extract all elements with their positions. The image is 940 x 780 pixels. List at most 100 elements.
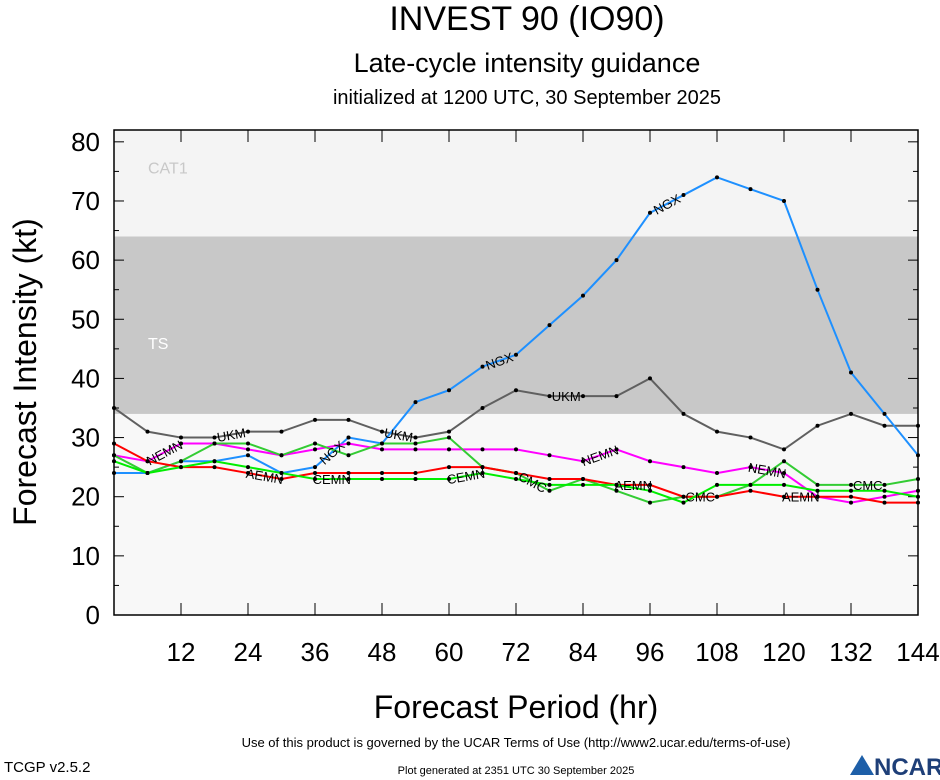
- data-point-ukm: [782, 447, 786, 452]
- data-point-cemn: [514, 476, 518, 481]
- data-point-cemn: [246, 465, 250, 470]
- y-tick-label: 50: [71, 304, 100, 334]
- data-point-ngx: [581, 293, 585, 298]
- series-label-nemn: NEMN: [747, 460, 787, 481]
- data-point-aemn: [815, 494, 820, 499]
- data-point-nemn: [346, 441, 351, 446]
- data-point-nemn: [413, 447, 418, 452]
- data-point-aemn: [313, 471, 317, 476]
- data-point-cmc: [447, 435, 451, 440]
- data-point-nemn: [681, 465, 686, 470]
- data-point-ukm: [179, 435, 183, 440]
- band-ts: [114, 236, 918, 414]
- x-tick-label: 144: [896, 637, 939, 667]
- data-point-cemn: [681, 500, 686, 505]
- data-point-aemn: [849, 494, 853, 499]
- data-point-cemn: [413, 476, 418, 481]
- data-point-ngx: [748, 187, 753, 192]
- data-point-aemn: [648, 482, 652, 487]
- data-point-cmc: [212, 441, 217, 446]
- data-point-cemn: [313, 476, 317, 481]
- data-point-ukm: [279, 429, 284, 434]
- data-point-cemn: [279, 471, 284, 476]
- data-point-nemn: [782, 471, 786, 476]
- data-point-ngx: [882, 411, 887, 416]
- data-point-aemn: [413, 471, 418, 476]
- data-point-nemn: [648, 459, 652, 464]
- x-tick-label: 84: [569, 637, 598, 667]
- data-point-ukm: [849, 411, 853, 416]
- series-label-ukm: UKM: [216, 425, 247, 445]
- data-point-nemn: [882, 494, 887, 499]
- data-point-nemn: [447, 447, 451, 452]
- data-point-nemn: [514, 447, 518, 452]
- data-point-ukm: [916, 423, 920, 428]
- data-point-nemn: [480, 447, 485, 452]
- data-point-cmc: [614, 488, 619, 493]
- data-point-cemn: [648, 488, 652, 493]
- generated-time: Plot generated at 2351 UTC 30 September …: [398, 765, 635, 777]
- y-tick-label: 20: [71, 482, 100, 512]
- data-point-aemn: [547, 476, 552, 481]
- data-point-cemn: [346, 476, 351, 481]
- data-point-cemn: [782, 482, 786, 487]
- y-tick-label: 30: [71, 423, 100, 453]
- data-point-aemn: [112, 441, 116, 446]
- data-point-cemn: [581, 482, 585, 487]
- data-point-cmc: [413, 441, 418, 446]
- data-point-nemn: [614, 447, 619, 452]
- data-point-cemn: [849, 488, 853, 493]
- data-point-ukm: [246, 429, 250, 434]
- x-tick-label: 132: [829, 637, 872, 667]
- series-label-aemn: AEMN: [782, 490, 820, 505]
- data-point-nemn: [313, 447, 317, 452]
- data-point-nemn: [849, 500, 853, 505]
- data-point-cemn: [447, 476, 451, 481]
- data-point-nemn: [715, 471, 719, 476]
- data-point-ngx: [480, 364, 485, 369]
- data-point-cemn: [547, 482, 552, 487]
- data-point-ngx: [614, 258, 619, 263]
- data-point-cemn: [480, 471, 485, 476]
- data-point-aemn: [581, 476, 585, 481]
- data-point-ukm: [681, 411, 686, 416]
- data-point-cmc: [179, 459, 183, 464]
- data-point-nemn: [380, 447, 384, 452]
- data-point-aemn: [715, 494, 719, 499]
- data-point-cmc: [648, 500, 652, 505]
- data-point-cemn: [882, 488, 887, 493]
- data-point-cmc: [380, 441, 384, 446]
- series-label-aemn: AEMN: [614, 478, 652, 493]
- data-point-cmc: [882, 482, 887, 487]
- y-tick-label: 40: [71, 363, 100, 393]
- data-point-nemn: [246, 447, 250, 452]
- data-point-cemn: [112, 459, 116, 464]
- data-point-cmc: [782, 459, 786, 464]
- data-point-nemn: [916, 488, 920, 493]
- series-label-cemn: CEMN: [446, 466, 486, 487]
- data-point-cmc: [547, 488, 552, 493]
- series-label-cmc: CMC: [853, 478, 883, 493]
- chart-init-time: initialized at 1200 UTC, 30 September 20…: [333, 87, 721, 109]
- y-tick-label: 0: [86, 600, 100, 630]
- data-point-aemn: [748, 488, 753, 493]
- data-point-ngx: [849, 370, 853, 375]
- y-axis-label: Forecast Intensity (kt): [7, 218, 43, 526]
- series-label-ukm: UKM: [552, 389, 581, 404]
- data-point-ukm: [346, 417, 351, 422]
- data-point-cemn: [212, 459, 217, 464]
- data-point-ukm: [480, 405, 485, 410]
- data-point-aemn: [447, 465, 451, 470]
- data-point-ngx: [782, 198, 786, 203]
- ncar-logo-text: NCAR: [874, 754, 940, 780]
- data-point-cmc: [916, 476, 920, 481]
- data-point-aemn: [145, 459, 150, 464]
- data-point-nemn: [581, 459, 585, 464]
- data-point-cemn: [916, 494, 920, 499]
- data-point-ukm: [145, 429, 150, 434]
- chart-subtitle: Late-cycle intensity guidance: [354, 48, 701, 78]
- data-point-ngx: [547, 323, 552, 328]
- data-point-ngx: [346, 435, 351, 440]
- terms-of-use: Use of this product is governed by the U…: [242, 735, 791, 750]
- data-point-aemn: [514, 471, 518, 476]
